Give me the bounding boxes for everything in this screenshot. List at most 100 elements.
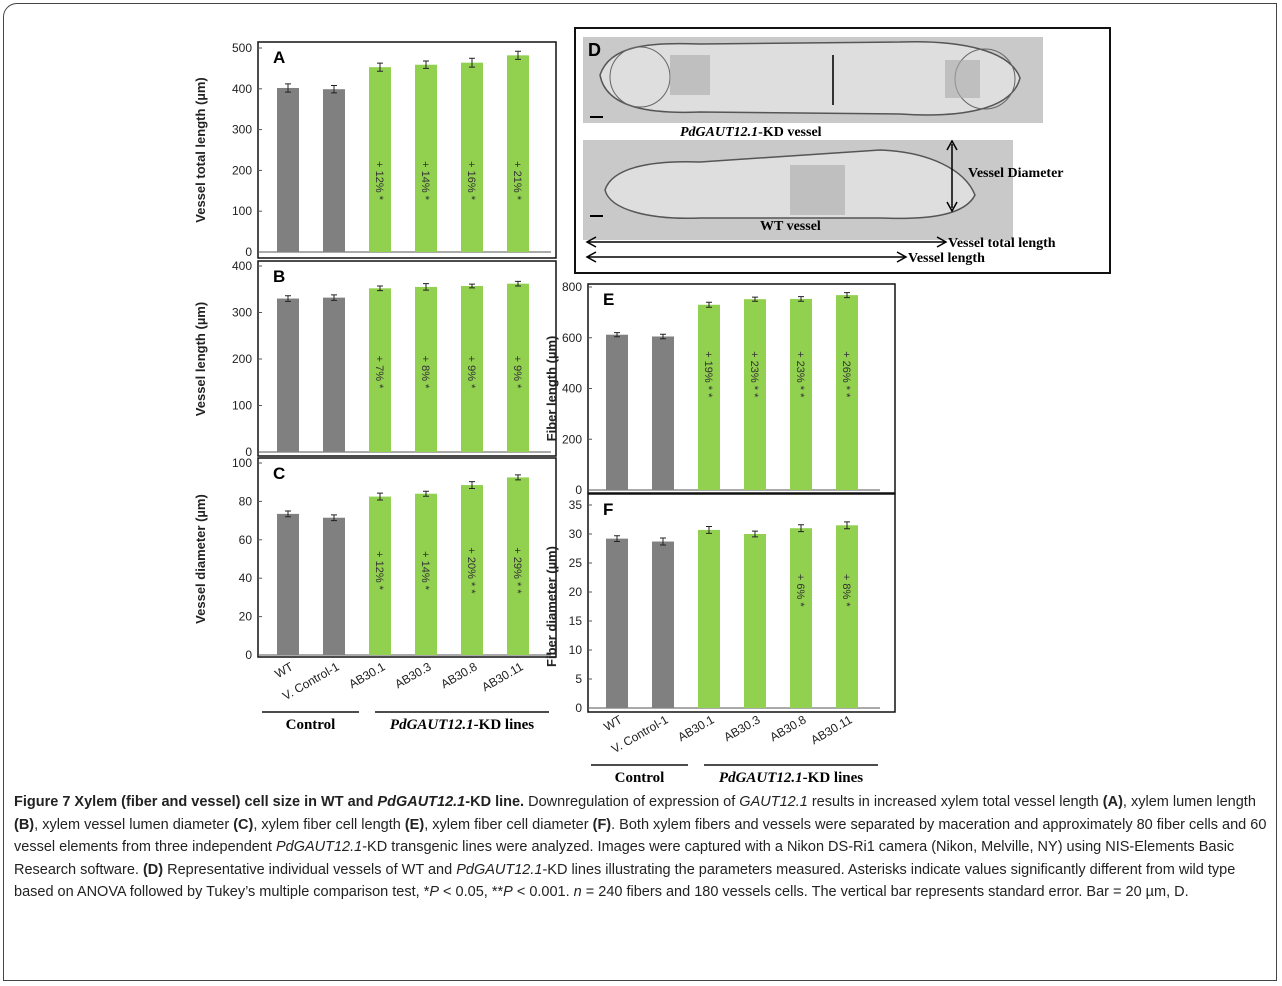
significance-label: + 12% * <box>373 161 385 201</box>
diameter-label: Vessel Diameter <box>968 166 1064 181</box>
chart-panel: 05101520253035Fiber diameter (µm)FWTV. C… <box>544 494 895 786</box>
bar <box>790 528 812 708</box>
caption-run: P <box>429 884 439 900</box>
y-tick-label: 400 <box>232 82 252 96</box>
y-tick-label: 20 <box>239 610 253 624</box>
y-tick-label: 100 <box>232 456 252 470</box>
x-tick-label: WT <box>272 659 296 681</box>
y-axis-label: Vessel diameter (µm) <box>193 494 208 624</box>
caption-run: results in increased xylem total vessel … <box>808 794 1103 810</box>
caption-run: (D) <box>143 862 163 878</box>
caption-run: (C) <box>233 817 253 833</box>
total-length-label: Vessel total length <box>948 236 1056 251</box>
significance-label: + 16% * <box>465 161 477 201</box>
caption-run: , xylem fiber cell length <box>253 817 405 833</box>
bar <box>507 55 529 252</box>
significance-label: + 12% * <box>373 551 385 591</box>
caption-run: P <box>503 884 513 900</box>
y-axis-label: Fiber diameter (µm) <box>544 546 559 667</box>
y-tick-label: 300 <box>232 306 252 320</box>
length-label: Vessel length <box>908 251 985 266</box>
group-label-part: Control <box>286 717 336 733</box>
y-axis-label: Vessel length (µm) <box>193 302 208 416</box>
y-axis-label: Fiber length (µm) <box>544 336 559 442</box>
x-tick-label: AB30.11 <box>808 712 854 747</box>
chart-panel: 0100200300400Vessel length (µm)B+ 7% *+ … <box>193 259 556 459</box>
wt-pits <box>790 165 845 215</box>
x-tick-label: AB30.1 <box>675 712 716 744</box>
x-tick-label: WT <box>601 712 625 734</box>
significance-label: + 9% * <box>511 356 523 389</box>
bar <box>744 534 766 708</box>
bar <box>836 525 858 708</box>
group-label: PdGAUT12.1-KD lines <box>719 770 863 786</box>
bar <box>461 63 483 252</box>
y-tick-label: 100 <box>232 399 252 413</box>
x-tick-label: AB30.11 <box>479 659 525 694</box>
x-tick-label: AB30.8 <box>438 659 479 691</box>
bar <box>323 298 345 452</box>
significance-label: + 20% * * <box>465 547 477 594</box>
significance-label: + 6% * <box>794 574 806 607</box>
figure: D PdGAUT12.1-KD vessel WT vessel Vessel … <box>0 0 1282 790</box>
y-tick-label: 0 <box>575 483 582 497</box>
caption-run: (A) <box>1103 794 1123 810</box>
caption-run: Downregulation of expression of <box>524 794 739 810</box>
y-tick-label: 0 <box>575 701 582 715</box>
caption-run: PdGAUT12.1 <box>377 794 465 810</box>
caption-run: -KD line. <box>465 794 524 810</box>
y-tick-label: 5 <box>575 672 582 686</box>
caption-run: < 0.05, ** <box>439 884 503 900</box>
caption-run: PdGAUT12.1 <box>276 839 362 855</box>
bar <box>323 89 345 252</box>
significance-label: + 23% * * <box>748 351 760 398</box>
group-label: Control <box>615 770 665 786</box>
panel-letter: F <box>603 500 613 519</box>
caption-run: , xylem lumen length <box>1123 794 1256 810</box>
y-tick-label: 30 <box>569 527 583 541</box>
kd-label-italic: PdGAUT12.1 <box>680 125 758 140</box>
bar <box>277 88 299 252</box>
caption-run: GAUT12.1 <box>739 794 808 810</box>
bar <box>277 514 299 655</box>
bar <box>606 539 628 708</box>
caption-run: Representative individual vessels of WT … <box>163 862 456 878</box>
caption-run: n <box>574 884 582 900</box>
bar <box>698 530 720 708</box>
y-tick-label: 300 <box>232 123 252 137</box>
significance-label: + 21% * <box>511 161 523 201</box>
group-label: Control <box>286 717 336 733</box>
y-tick-label: 400 <box>562 382 582 396</box>
significance-label: + 29% * * <box>511 547 523 594</box>
chart-panel: 0200400600800Fiber length (µm)E+ 19% * *… <box>544 280 895 497</box>
group-label-part: PdGAUT12.1 <box>390 717 474 733</box>
y-tick-label: 200 <box>562 432 582 446</box>
y-tick-label: 60 <box>239 533 253 547</box>
group-label: PdGAUT12.1-KD lines <box>390 717 534 733</box>
y-tick-label: 200 <box>232 163 252 177</box>
bar <box>369 67 391 252</box>
x-tick-label: AB30.1 <box>346 659 387 691</box>
significance-label: + 9% * <box>465 356 477 389</box>
significance-label: + 14% * <box>419 551 431 591</box>
significance-label: + 23% * * <box>794 351 806 398</box>
bar <box>606 335 628 490</box>
significance-label: + 19% * * <box>702 351 714 398</box>
significance-label: + 26% * * <box>840 351 852 398</box>
y-tick-label: 800 <box>562 280 582 294</box>
panel-letter: E <box>603 290 614 309</box>
kd-pits <box>945 60 980 98</box>
caption: Figure 7 Xylem (fiber and vessel) cell s… <box>14 791 1270 904</box>
caption-run: < 0.001. <box>513 884 574 900</box>
y-tick-label: 500 <box>232 41 252 55</box>
page: D PdGAUT12.1-KD vessel WT vessel Vessel … <box>0 0 1282 986</box>
x-tick-label: AB30.8 <box>767 712 808 744</box>
bar <box>652 336 674 490</box>
y-tick-label: 80 <box>239 494 253 508</box>
caption-run: , xylem vessel lumen diameter <box>34 817 233 833</box>
chart-panel: 0100200300400500Vessel total length (µm)… <box>193 41 556 259</box>
caption-run: (B) <box>14 817 34 833</box>
panel-letter: C <box>273 464 285 483</box>
caption-run: (F) <box>593 817 612 833</box>
significance-label: + 14% * <box>419 161 431 201</box>
